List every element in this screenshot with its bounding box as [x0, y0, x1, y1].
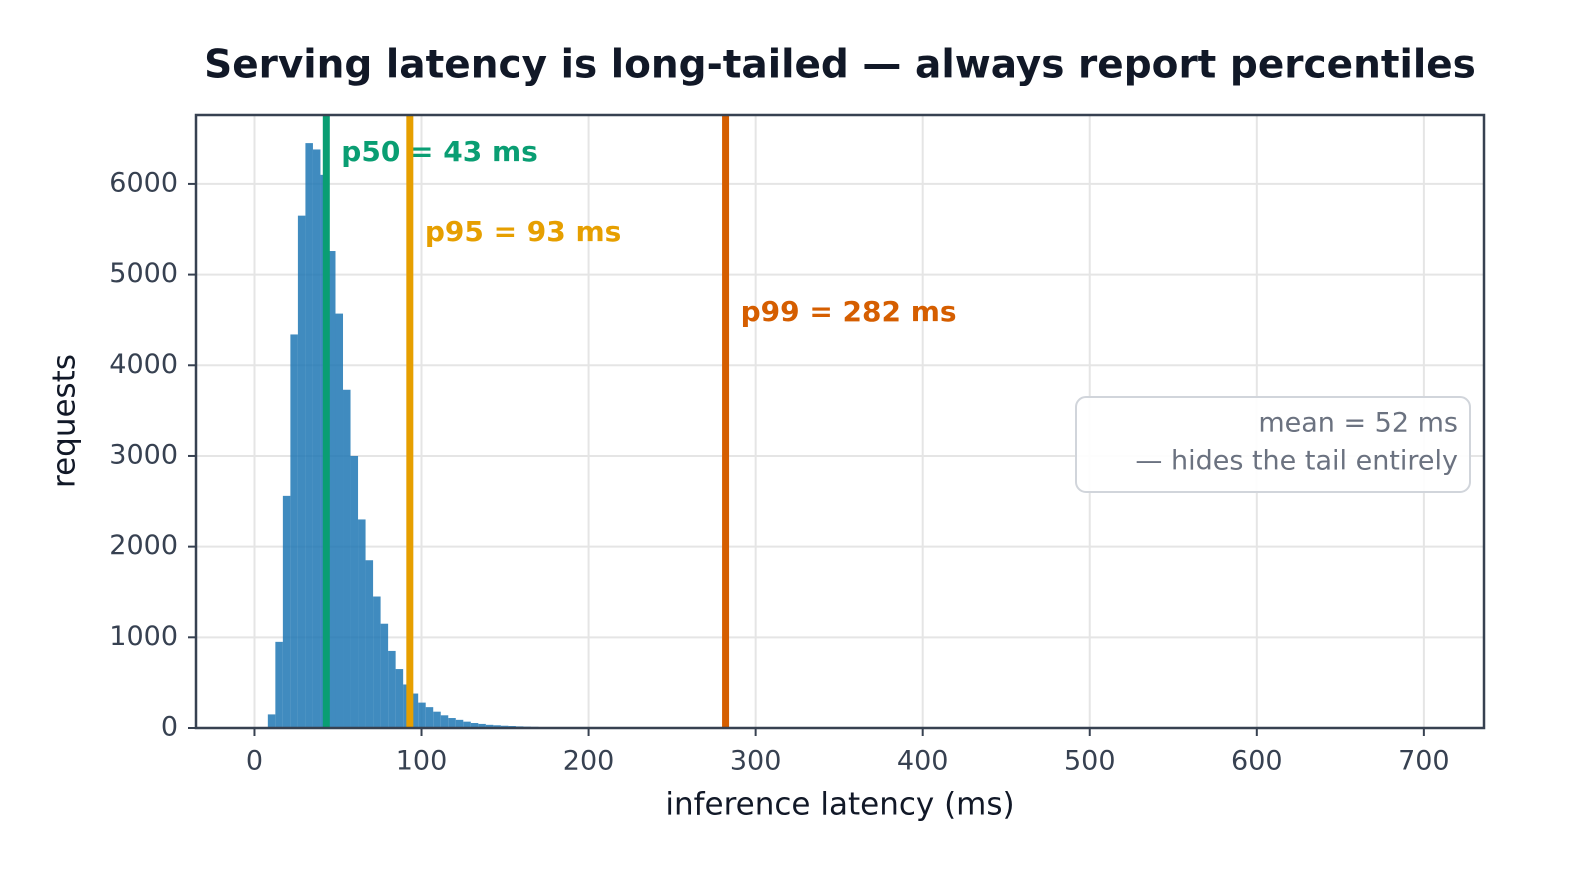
y-tick-label: 6000	[109, 167, 178, 198]
y-axis-label: requests	[47, 354, 83, 488]
annotation-box	[1075, 396, 1471, 493]
bar	[455, 719, 464, 728]
bar	[275, 641, 283, 728]
bar	[327, 251, 336, 729]
annotation-text: mean = 52 ms	[1258, 408, 1458, 439]
bar	[297, 215, 306, 728]
bar	[305, 143, 313, 728]
x-tick-label: 100	[396, 746, 448, 777]
x-axis-label: inference latency (ms)	[665, 787, 1014, 823]
bar	[380, 623, 389, 728]
percentile-label: p99 = 282 ms	[741, 295, 957, 328]
bar	[282, 495, 291, 728]
annotation-text: — hides the tail entirely	[1135, 446, 1458, 477]
bar	[373, 596, 381, 728]
x-tick-label: 300	[730, 746, 782, 777]
bar	[440, 715, 449, 728]
bar	[470, 723, 479, 728]
bar	[395, 669, 404, 728]
bar	[290, 334, 298, 728]
x-tick-label: 500	[1064, 746, 1116, 777]
bar	[433, 711, 441, 728]
x-tick-label: 200	[563, 746, 615, 777]
bar	[410, 693, 419, 728]
bar	[485, 724, 494, 728]
bar	[267, 714, 276, 728]
bar	[478, 723, 486, 728]
x-tick-label: 700	[1398, 746, 1450, 777]
x-tick-label: 600	[1231, 746, 1283, 777]
chart-title: Serving latency is long-tailed — always …	[204, 43, 1476, 88]
x-tick-label: 0	[246, 746, 263, 777]
bar	[343, 389, 351, 728]
y-tick-label: 5000	[109, 258, 178, 289]
y-tick-label: 3000	[109, 439, 178, 470]
bar	[350, 455, 359, 728]
y-tick-label: 2000	[109, 530, 178, 561]
y-tick-label: 1000	[109, 621, 178, 652]
bar	[335, 313, 344, 728]
percentile-label: p95 = 93 ms	[425, 215, 622, 248]
bar	[448, 718, 456, 728]
bar	[312, 149, 321, 729]
bar	[493, 725, 501, 728]
bar	[418, 702, 426, 728]
bar	[425, 707, 434, 728]
plot-frame	[194, 113, 1486, 730]
y-tick-label: 0	[161, 712, 178, 743]
bar	[358, 519, 366, 728]
percentile-label: p50 = 43 ms	[341, 135, 538, 168]
bar	[388, 650, 396, 728]
bar	[463, 721, 471, 728]
bar	[365, 560, 374, 728]
y-tick-label: 4000	[109, 349, 178, 380]
x-tick-label: 400	[897, 746, 949, 777]
